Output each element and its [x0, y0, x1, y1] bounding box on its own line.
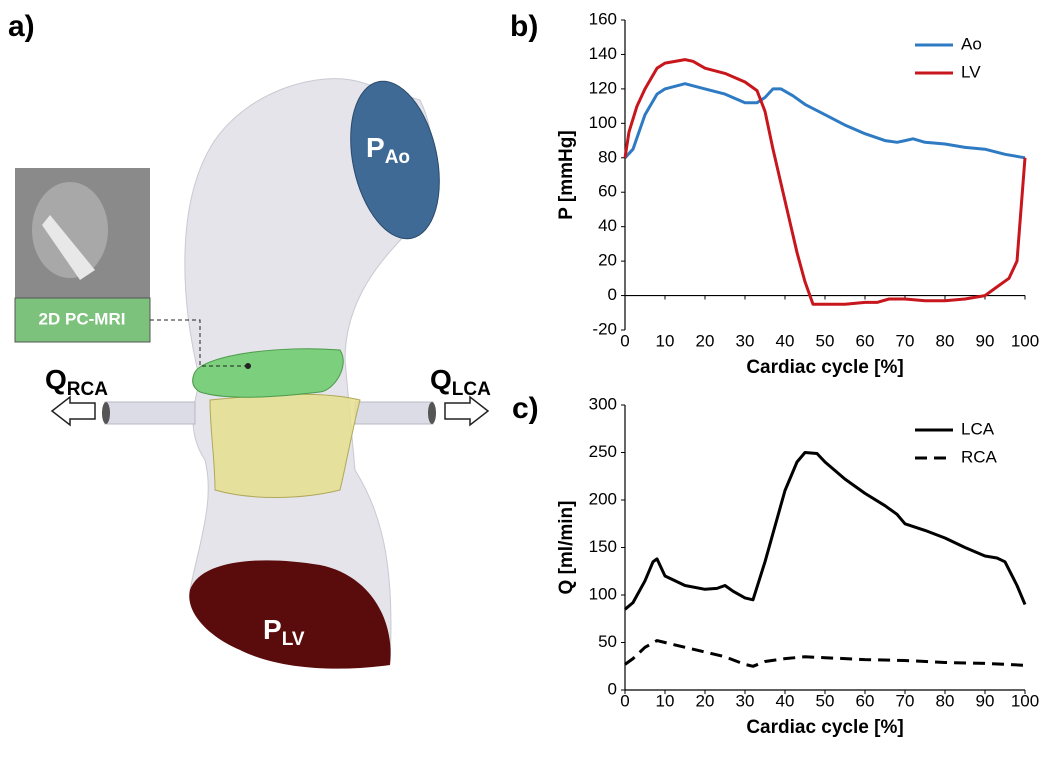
x-tick-label: 70 — [896, 331, 915, 350]
label-p-ao: PAo — [366, 132, 410, 168]
y-tick-label: 100 — [589, 584, 617, 603]
label-sub: LCA — [452, 379, 491, 400]
series-line — [623, 82, 1026, 160]
x-axis-title: Cardiac cycle [%] — [746, 357, 903, 378]
label-q-rca: QRCA — [45, 364, 108, 400]
y-tick-label: 60 — [598, 182, 617, 201]
y-tick-label: 250 — [589, 442, 617, 461]
lca-arrow — [444, 395, 490, 427]
label-main: Q — [430, 364, 452, 395]
x-tick-label: 90 — [976, 691, 995, 710]
x-tick-label: 50 — [816, 691, 835, 710]
y-tick-label: 100 — [589, 113, 617, 132]
x-tick-label: 0 — [620, 691, 629, 710]
y-axis-title: Q [ml/min] — [556, 501, 577, 595]
y-tick-label: 20 — [598, 251, 617, 270]
x-tick-label: 30 — [736, 331, 755, 350]
x-tick-label: 100 — [1011, 331, 1039, 350]
y-tick-label: -20 — [592, 319, 617, 338]
panel-label: b) — [510, 10, 538, 43]
inset-pointer — [150, 319, 248, 367]
y-tick-label: 200 — [589, 489, 617, 508]
label-q-lca: QLCA — [430, 364, 491, 400]
x-tick-label: 60 — [856, 331, 875, 350]
pcmri-plane — [192, 348, 344, 398]
inset-label-box — [14, 297, 151, 343]
legend-label: LCA — [961, 419, 995, 438]
x-tick-label: 30 — [736, 691, 755, 710]
y-tick-label: 50 — [598, 632, 617, 651]
label-sub: LV — [282, 629, 305, 650]
y-tick-label: 0 — [608, 285, 617, 304]
geometry — [14, 78, 490, 669]
x-tick-label: 20 — [696, 691, 715, 710]
label-sub: RCA — [67, 379, 108, 400]
rca-arrow — [50, 395, 96, 427]
label-main: P — [263, 614, 282, 645]
lv-inlet — [189, 560, 391, 669]
x-tick-label: 80 — [936, 331, 955, 350]
x-tick-label: 70 — [896, 691, 915, 710]
label-sub: Ao — [385, 147, 410, 168]
y-tick-label: 150 — [589, 537, 617, 556]
series-line — [623, 58, 1027, 306]
y-axis-title: P [mmHg] — [556, 130, 577, 219]
legend-label: LV — [961, 62, 981, 81]
panel-label: a) — [8, 10, 35, 43]
lca-tube — [354, 401, 434, 425]
mri-blob — [32, 182, 108, 278]
rca-outlet — [102, 402, 110, 424]
legend-label: RCA — [961, 447, 998, 466]
x-tick-label: 10 — [656, 331, 675, 350]
pointer-dot — [245, 363, 251, 369]
x-tick-label: 50 — [816, 331, 835, 350]
x-axis-title: Cardiac cycle [%] — [746, 717, 903, 738]
lca-outlet — [428, 402, 436, 424]
label-main: Q — [45, 364, 67, 395]
y-tick-label: 120 — [589, 78, 617, 97]
x-tick-label: 0 — [620, 331, 629, 350]
panel-label: c) — [512, 392, 539, 425]
series-line — [624, 639, 1026, 668]
x-tick-label: 60 — [856, 691, 875, 710]
y-tick-label: 0 — [608, 679, 617, 698]
label-main: P — [366, 132, 385, 163]
x-tick-label: 10 — [656, 691, 675, 710]
label-p-lv: PLV — [263, 614, 305, 650]
rca-tube — [104, 401, 196, 425]
x-tick-label: 90 — [976, 331, 995, 350]
x-tick-label: 40 — [776, 331, 795, 350]
y-tick-label: 160 — [589, 9, 617, 28]
x-tick-label: 40 — [776, 691, 795, 710]
inset-label: 2D PC-MRI — [39, 309, 126, 328]
y-tick-label: 140 — [589, 44, 617, 63]
series-line — [624, 451, 1027, 611]
valve-region — [209, 393, 361, 498]
x-tick-label: 100 — [1011, 691, 1039, 710]
y-tick-label: 40 — [598, 216, 617, 235]
aortic-outlet — [350, 80, 440, 240]
y-tick-label: 80 — [598, 147, 617, 166]
x-tick-label: 20 — [696, 331, 715, 350]
y-tick-label: 300 — [589, 394, 617, 413]
x-tick-label: 80 — [936, 691, 955, 710]
mri-jet — [42, 215, 95, 280]
legend-label: Ao — [961, 34, 982, 53]
